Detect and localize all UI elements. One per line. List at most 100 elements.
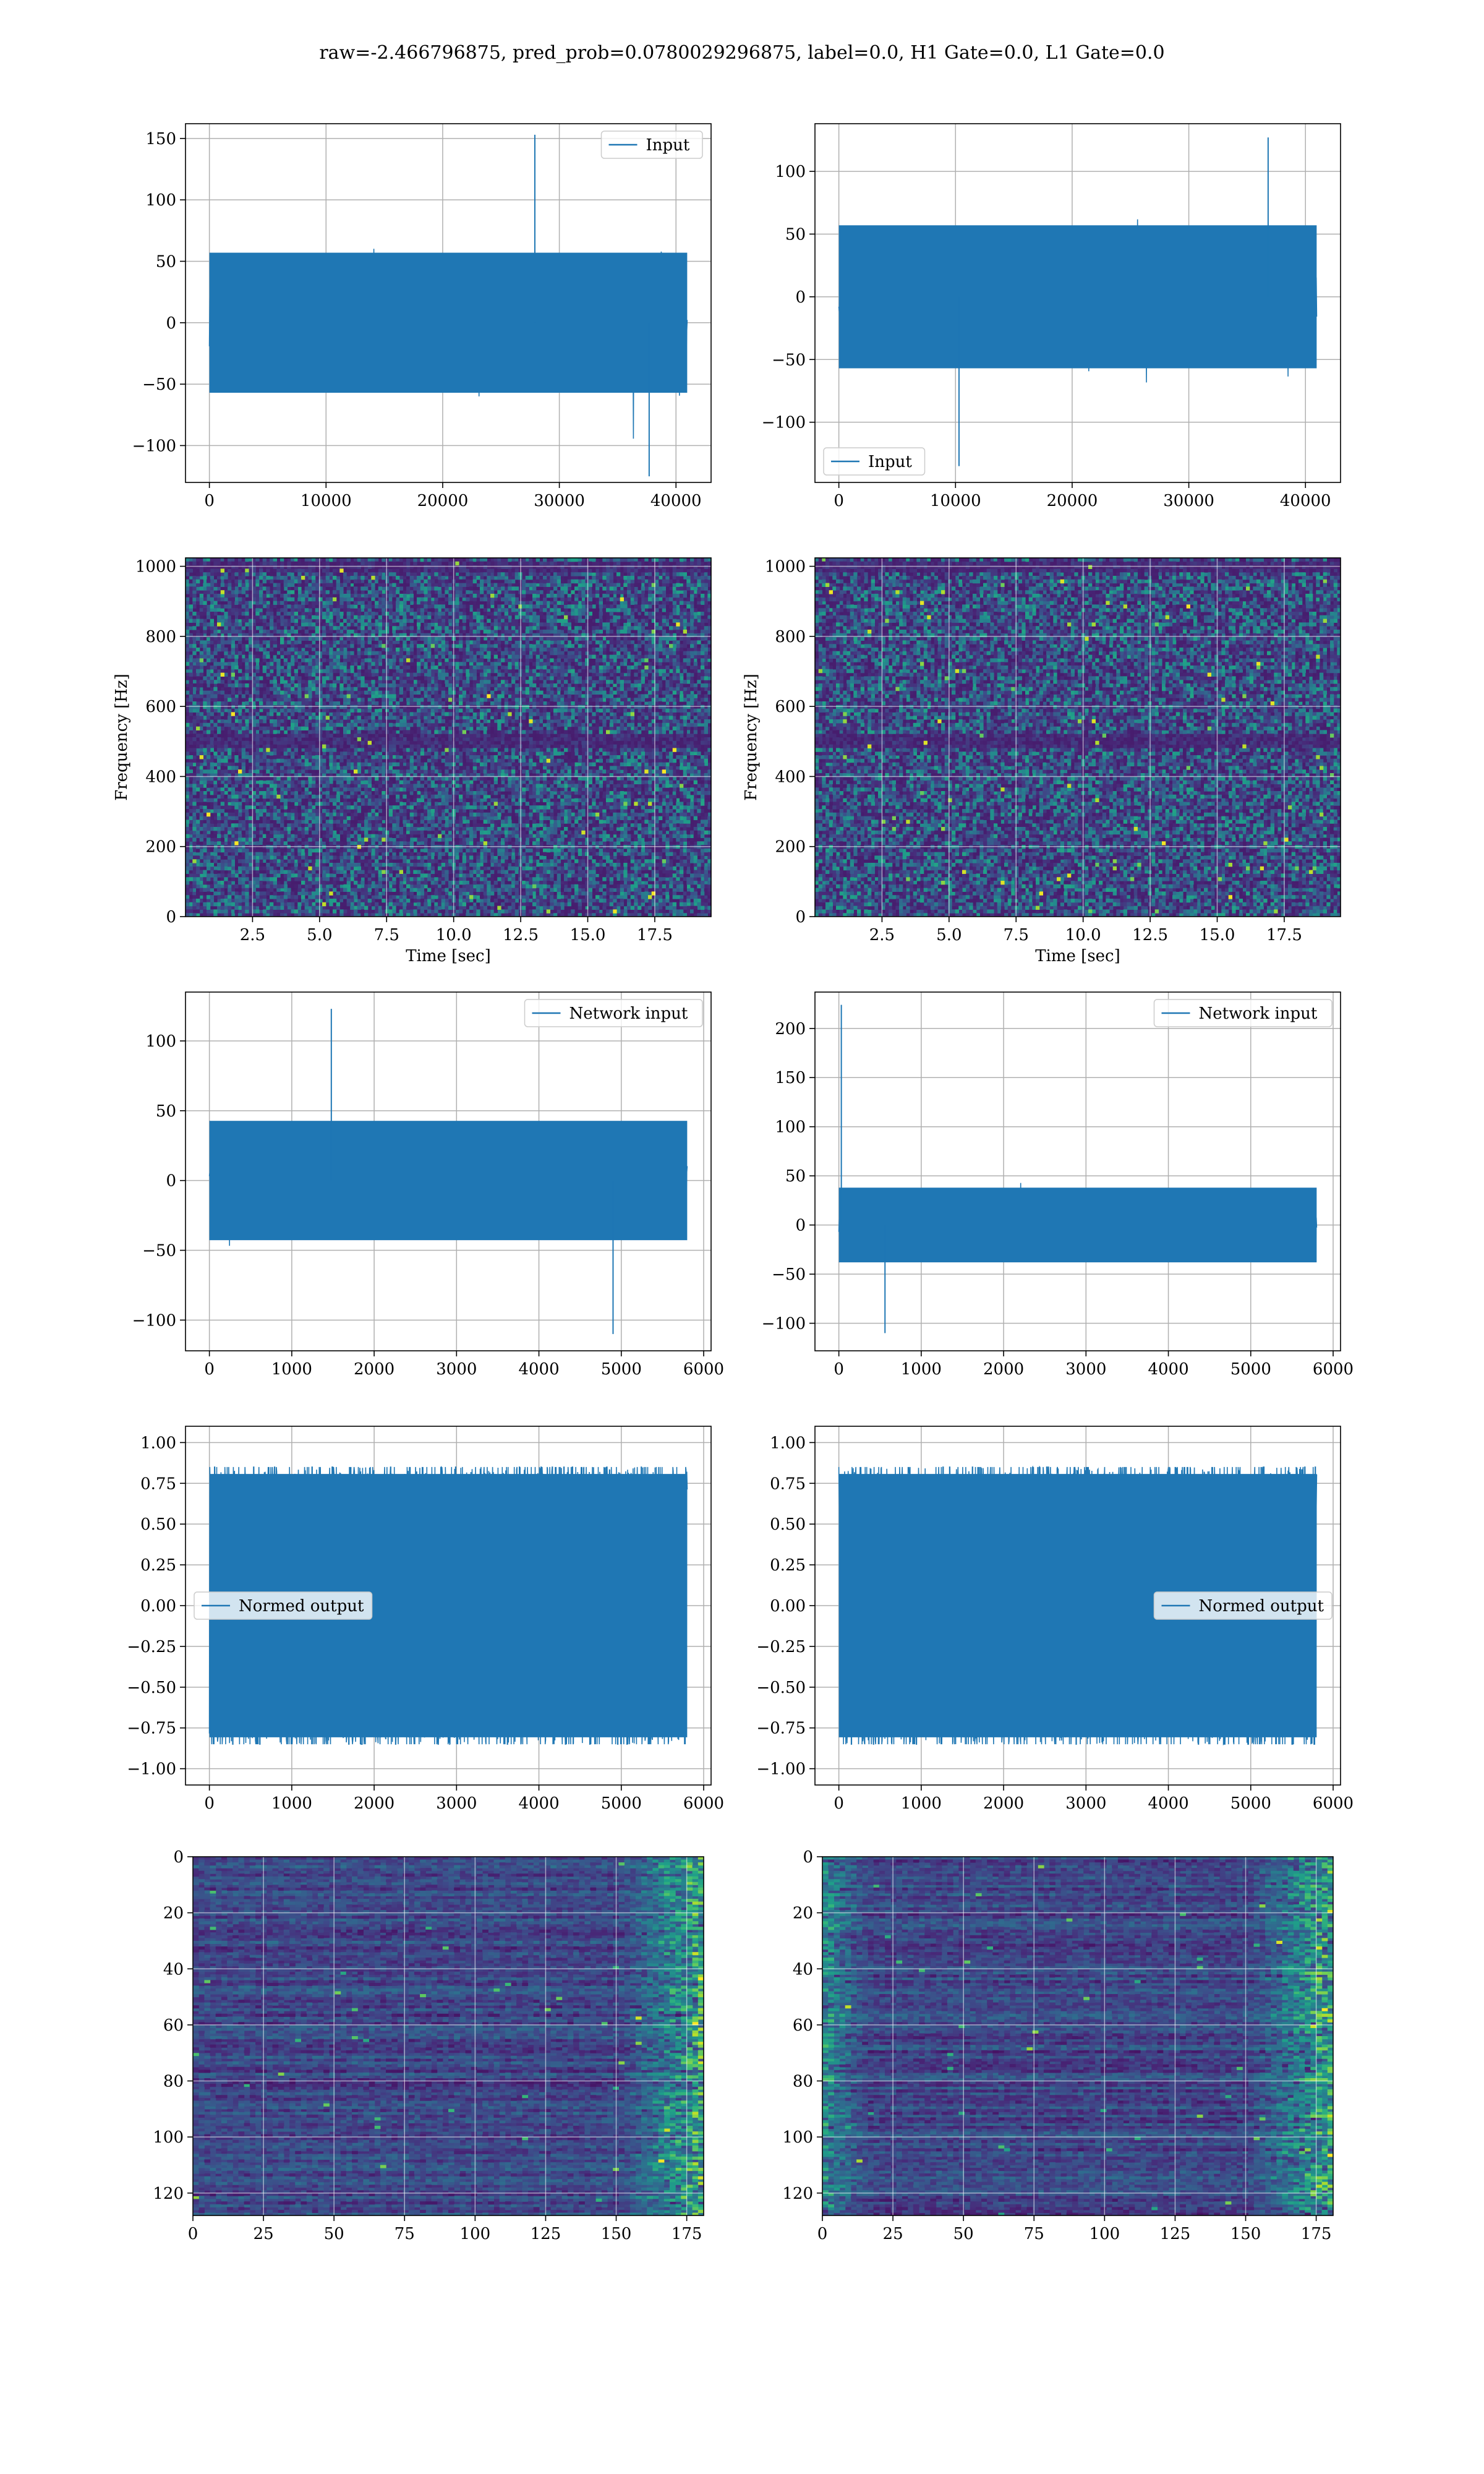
x-tick-label: 1000 (271, 1360, 312, 1379)
x-axis-label: Time [sec] (1035, 947, 1120, 965)
y-tick-label: 200 (775, 838, 806, 857)
y-tick-label: 0 (166, 908, 176, 927)
subplot-input-right: 0 10000 20000 30000 40000 −100 −50 0 50 100 Input (762, 123, 1341, 510)
subplot-spectrogram-right: 2.5 5.0 7.5 10.0 12.5 15.0 17.5 0 200 400 600 800 10… (742, 557, 1341, 965)
x-tick-label: 75 (394, 2225, 415, 2243)
y-tick-label: 150 (775, 1069, 806, 1087)
x-tick-label: 1000 (901, 1360, 942, 1379)
heatmap-spectrogram-left (186, 558, 711, 917)
y-tick-label: 0 (803, 1848, 813, 1867)
x-tick-label: 6000 (1313, 1360, 1354, 1379)
y-tick-label: 0 (173, 1848, 184, 1867)
y-tick-label: 100 (153, 2128, 184, 2147)
y-tick-label: 100 (145, 191, 176, 210)
y-tick-label: 0.75 (770, 1475, 806, 1493)
y-tick-label: 0 (166, 1172, 176, 1191)
subplot-spectrogram-left: 2.5 5.0 7.5 10.0 12.5 15.0 17.5 0 200 400 600 800 10… (113, 557, 712, 965)
y-tick-label: −0.25 (127, 1638, 176, 1656)
axes-frame (185, 123, 712, 483)
axes-frame (814, 123, 1341, 483)
x-tick-label: 5000 (601, 1794, 642, 1813)
x-tick-label: 20000 (417, 492, 469, 510)
y-tick-label: 100 (775, 1118, 806, 1137)
y-tick-label: −50 (142, 375, 176, 394)
x-axis-label: Time [sec] (406, 947, 491, 965)
x-tick-label: 25 (883, 2225, 903, 2243)
x-tick-label: 100 (1090, 2225, 1120, 2243)
legend-label: Input (646, 136, 690, 155)
x-tick-label: 3000 (436, 1360, 477, 1379)
y-tick-label: 50 (785, 1167, 806, 1186)
x-tick-label: 4000 (1148, 1794, 1188, 1813)
x-tick-label: 0 (834, 492, 844, 510)
x-tick-label: 5.0 (307, 926, 332, 944)
x-tick-label: 2000 (354, 1794, 394, 1813)
y-tick-label: 40 (163, 1960, 184, 1979)
y-tick-label: 600 (775, 698, 806, 716)
subplot-network-input-left: 0 1000 2000 3000 4000 5000 6000 −100 −50 0 50 100 Ne… (132, 991, 724, 1379)
subplot-input-left: 0 10000 20000 30000 40000 −100 −50 0 50 100 150 Inp… (132, 123, 712, 510)
x-tick-label: 3000 (1065, 1794, 1106, 1813)
series-core-input-left (209, 252, 688, 393)
y-tick-label: 0 (795, 908, 806, 927)
axes-frame (822, 1856, 1334, 2216)
x-tick-label: 4000 (518, 1794, 559, 1813)
x-tick-label: 10.0 (1065, 926, 1101, 944)
x-tick-label: 12.5 (1132, 926, 1168, 944)
y-tick-label: 400 (145, 768, 176, 786)
x-tick-label: 10000 (301, 492, 352, 510)
legend: Normed output (194, 1591, 373, 1620)
y-tick-label: −50 (772, 1265, 806, 1284)
x-tick-label: 2000 (983, 1794, 1024, 1813)
legend: Input (600, 131, 703, 159)
x-tick-label: 25 (254, 2225, 274, 2243)
axes-frame (185, 557, 712, 917)
y-tick-label: 0 (166, 314, 176, 333)
y-tick-label: −100 (132, 437, 176, 455)
legend: Normed output (1153, 1591, 1333, 1620)
x-tick-label: 7.5 (1004, 926, 1029, 944)
y-tick-label: 50 (156, 252, 176, 271)
x-tick-label: 10000 (930, 492, 981, 510)
y-tick-label: 20 (793, 1904, 813, 1923)
x-tick-label: 30000 (1163, 492, 1214, 510)
heatmap-feature-map-left (193, 1857, 704, 2215)
y-tick-label: 400 (775, 768, 806, 786)
y-tick-label: 120 (782, 2185, 813, 2203)
x-tick-label: 1000 (901, 1794, 942, 1813)
subplot-feature-map-right: 0 25 50 75 100 125 150 175 0 20 40 60 80 100 120 (782, 1848, 1334, 2243)
axes-frame (814, 991, 1341, 1351)
y-tick-label: −1.00 (756, 1760, 806, 1779)
y-tick-label: 0.00 (770, 1597, 806, 1616)
x-tick-label: 6000 (683, 1360, 724, 1379)
x-tick-label: 10.0 (436, 926, 472, 944)
series-core-network-input-left (209, 1121, 688, 1241)
legend-label: Input (868, 453, 912, 471)
x-tick-label: 5000 (1230, 1794, 1271, 1813)
legend-label: Normed output (239, 1597, 364, 1616)
subplot-feature-map-left: 0 25 50 75 100 125 150 175 0 20 40 60 80 100 120 (153, 1848, 704, 2243)
series-core-input-right (838, 225, 1317, 369)
y-tick-label: 600 (145, 698, 176, 716)
x-tick-label: 2.5 (240, 926, 265, 944)
y-tick-label: 50 (156, 1102, 176, 1121)
x-tick-label: 0 (188, 2225, 198, 2243)
subplot-normed-output-right: 0 1000 2000 3000 4000 5000 6000 −1.00 −0.75 −0.50… (756, 1426, 1354, 1813)
y-tick-label: 800 (775, 628, 806, 646)
legend: Network input (524, 999, 703, 1027)
x-tick-label: 6000 (1313, 1794, 1354, 1813)
x-tick-label: 50 (324, 2225, 344, 2243)
figure-title: raw=-2.466796875, pred_prob=0.0780029296… (319, 42, 1165, 64)
x-tick-label: 5000 (601, 1360, 642, 1379)
y-tick-label: 0 (795, 288, 806, 307)
legend-label: Network input (1199, 1004, 1318, 1023)
x-tick-label: 15.0 (570, 926, 606, 944)
x-tick-label: 0 (817, 2225, 828, 2243)
y-tick-label: 100 (782, 2128, 813, 2147)
heatmap-spectrogram-right (815, 558, 1341, 917)
y-tick-label: 60 (793, 2016, 813, 2035)
y-tick-label: 200 (775, 1020, 806, 1038)
y-tick-label: −1.00 (127, 1760, 176, 1779)
x-tick-label: 2.5 (869, 926, 895, 944)
legend-label: Network input (569, 1004, 688, 1023)
